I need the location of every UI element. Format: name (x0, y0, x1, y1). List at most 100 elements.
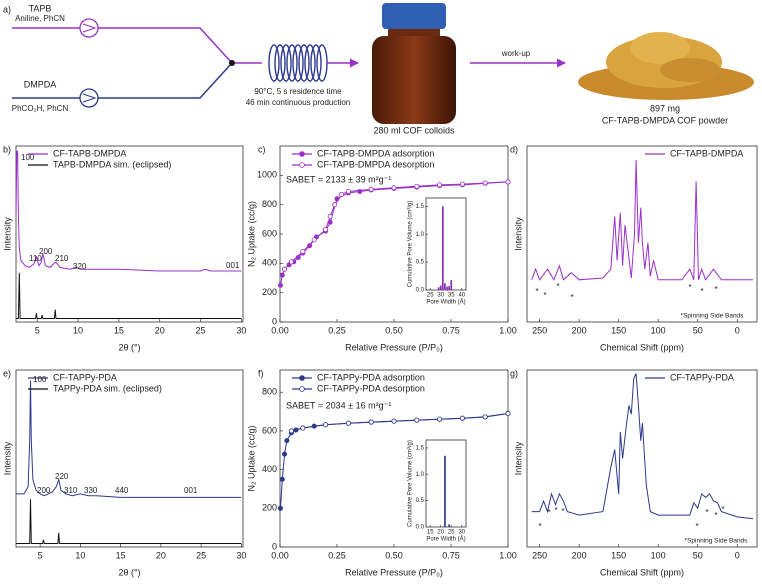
data-point (391, 418, 397, 424)
x-tick-label: 0.00 (271, 325, 289, 335)
bar (448, 286, 450, 290)
legend-marker (299, 375, 305, 381)
legend-marker (299, 162, 305, 168)
x-tick-label: 0.50 (385, 550, 403, 560)
y-tick-label: 1.5 (416, 204, 425, 210)
data-point (368, 419, 374, 425)
legend-label: CF-TAPPy-PDA (670, 372, 734, 382)
data-point (323, 422, 329, 428)
x-tick-label: 10 (75, 550, 85, 560)
plot-frame (279, 145, 509, 323)
legend-label: CF-TAPB-DMPDA desorption (317, 159, 434, 169)
x-tick-label: 5 (38, 550, 43, 560)
data-point (282, 451, 288, 457)
x-tick-label: 50 (693, 325, 703, 335)
data-point (414, 183, 420, 189)
bar (450, 279, 453, 290)
data-point (323, 227, 329, 233)
x-tick-label: 20 (156, 550, 166, 560)
x-tick-label: 0.75 (442, 325, 460, 335)
x-tick-label: 15 (116, 550, 126, 560)
peak-label: 100 (21, 153, 35, 162)
sideband-mark: * (721, 505, 724, 514)
y-tick-label: 1.0 (416, 472, 425, 478)
bar (437, 287, 440, 290)
sideband-mark: * (695, 522, 698, 531)
y-axis-label: Intensity (513, 441, 523, 475)
x-tick-label: 0.50 (385, 325, 403, 335)
y-tick-label: 1.5 (416, 445, 425, 451)
data-point (368, 186, 374, 192)
plot-frame (15, 369, 244, 548)
y-tick-label: 0.5 (416, 498, 425, 504)
data-point (277, 505, 283, 511)
x-tick-label: 200 (572, 325, 587, 335)
plot-frame (425, 197, 467, 291)
x-axis-label: Relative Pressure (P/P₀) (345, 342, 443, 352)
data-point (339, 191, 345, 197)
x-tick-label: 0.25 (328, 550, 346, 560)
bar (442, 206, 444, 290)
flow-line (12, 62, 233, 99)
peak-label: 330 (84, 486, 98, 495)
sideband-mark: * (561, 507, 564, 516)
y-tick-label: 1000 (257, 170, 277, 180)
x-axis-label: Chemical Shift (ppm) (600, 342, 684, 352)
pump (79, 88, 99, 108)
data-point (307, 243, 313, 249)
panel-label: d) (510, 144, 518, 154)
data-point (282, 266, 288, 272)
sideband-mark: * (556, 282, 559, 291)
peak-label: 210 (55, 254, 69, 263)
x-axis-label: 2θ (°) (118, 567, 140, 577)
sideband-mark: * (705, 508, 708, 517)
data-point (437, 182, 443, 188)
powder (578, 32, 754, 100)
data-point (311, 237, 317, 243)
legend-label: CF-TAPPy-PDA adsorption (317, 372, 425, 382)
x-tick-label: 100 (651, 325, 666, 335)
sideband-mark: * (688, 283, 691, 292)
data-point (459, 181, 465, 187)
legend-label: CF-TAPPy-PDA desorption (317, 383, 425, 393)
data-point (505, 179, 511, 185)
reagent-conditions: PhCO₂H, PhCN (12, 104, 69, 113)
bottle-neck (388, 29, 440, 37)
y-tick-label: 400 (262, 464, 277, 474)
sideband-mark: * (547, 508, 550, 517)
x-tick-label: 15 (427, 530, 434, 536)
data-point (391, 185, 397, 191)
flow-conditions: 46 min continuous production (246, 98, 351, 107)
x-tick-label: 250 (532, 550, 547, 560)
peak-label: 001 (184, 486, 198, 495)
series-line (531, 373, 754, 520)
peak-label: 200 (39, 247, 53, 256)
x-axis-label: 2θ (°) (118, 342, 140, 352)
flow-conditions: 90°C, 5 s residence time (254, 87, 342, 96)
x-tick-label: 100 (651, 550, 666, 560)
reagent-name: TAPB (29, 3, 52, 13)
peak-label: 440 (115, 486, 129, 495)
data-point (277, 282, 283, 288)
pump (79, 18, 99, 38)
x-tick-label: 40 (458, 293, 465, 299)
data-point (327, 213, 333, 219)
x-axis-label: Pore Width (Å) (426, 536, 465, 543)
panel-label: e) (3, 368, 11, 378)
x-tick-label: 25 (196, 325, 206, 335)
peak-label: 100 (33, 375, 47, 384)
sideband-mark: * (570, 293, 573, 302)
peak-label: 310 (64, 486, 78, 495)
plot-frame (279, 369, 509, 548)
legend-marker (299, 151, 305, 157)
y-tick-label: 600 (262, 425, 277, 435)
x-tick-label: 25 (427, 293, 434, 299)
data-point (288, 428, 294, 434)
plot-frame (15, 145, 244, 323)
legend-label: CF-TAPB-DMPDA (670, 148, 743, 158)
bar (439, 285, 442, 290)
colloid-label: 280 ml COF colloids (373, 125, 455, 135)
legend-label: TAPB-DMPDA sim. (eclipsed) (53, 159, 171, 169)
series-line (291, 413, 509, 432)
peak-label: 320 (73, 262, 87, 271)
